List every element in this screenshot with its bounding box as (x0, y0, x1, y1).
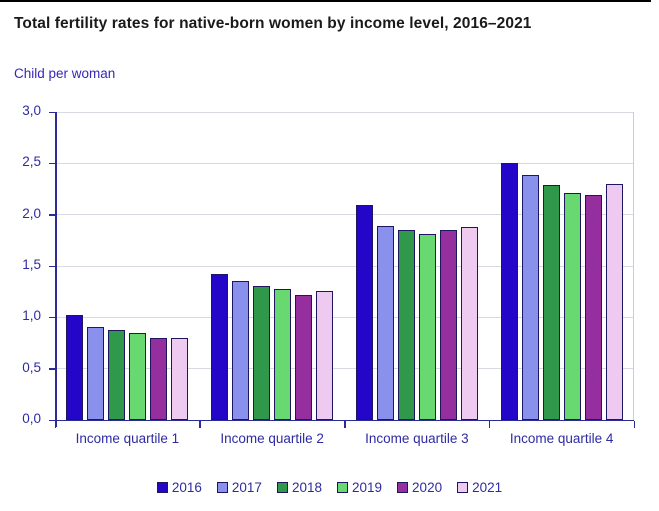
bar-2020-quartile-2 (295, 294, 313, 420)
y-axis-line (55, 112, 57, 427)
legend-swatch-2016 (156, 482, 168, 493)
x-category-label: Income quartile 1 (75, 431, 180, 446)
bar-2021-quartile-4 (605, 183, 623, 420)
legend-swatch-2018 (276, 482, 288, 493)
x-tick-mark (54, 421, 56, 428)
gridline-y-3,0 (55, 111, 633, 113)
x-category-label: Income quartile 4 (509, 431, 614, 446)
legend-swatch-2020 (397, 482, 409, 493)
chart-title: Total fertility rates for native-born wo… (14, 15, 532, 32)
bar-2017-quartile-2 (232, 281, 250, 420)
legend: 2016 2017 2018 2019 2020 2021 (0, 480, 659, 495)
y-tick-mark (49, 265, 55, 267)
y-tick-label: 0,5 (22, 359, 41, 375)
y-tick-label: 2,5 (22, 154, 41, 170)
gridline-y-1,0 (55, 316, 633, 318)
x-tick-mark (199, 421, 201, 428)
y-tick-label: 1,0 (22, 308, 41, 324)
bar-2020-quartile-1 (150, 337, 168, 420)
legend-swatch-2019 (337, 482, 348, 493)
plot-area (55, 111, 634, 420)
bar-2018-quartile-2 (253, 285, 271, 420)
bar-2019-quartile-1 (129, 332, 147, 420)
legend-swatch-2021 (457, 482, 469, 493)
bar-2021-quartile-3 (460, 227, 478, 420)
legend-item-2017: 2017 (216, 480, 262, 495)
y-tick-label: 1,5 (22, 257, 41, 272)
legend-item-2020: 2020 (397, 480, 442, 495)
bar-2021-quartile-2 (316, 290, 334, 420)
bar-2021-quartile-1 (171, 337, 189, 420)
x-tick-mark (488, 421, 491, 428)
legend-label: 2018 (291, 480, 322, 495)
legend-item-2018: 2018 (276, 480, 322, 495)
legend-label: 2016 (171, 480, 202, 495)
bar-2016-quartile-4 (500, 163, 518, 420)
gridline-y-0,5 (55, 368, 633, 370)
bar-2018-quartile-3 (397, 230, 415, 420)
y-tick-mark (49, 419, 55, 421)
x-tick-mark (344, 421, 346, 428)
y-tick-mark (49, 162, 55, 165)
bar-2017-quartile-3 (376, 225, 394, 420)
legend-item-2021: 2021 (457, 480, 502, 495)
y-tick-label: 3,0 (22, 103, 41, 118)
bar-2019-quartile-3 (418, 234, 436, 420)
y-tick-mark (49, 111, 55, 113)
legend-label: 2017 (231, 480, 262, 495)
bar-2019-quartile-4 (563, 193, 581, 420)
bar-2020-quartile-4 (584, 195, 602, 420)
legend-item-2016: 2016 (156, 480, 202, 495)
y-tick-label: 0,0 (22, 411, 41, 426)
bar-2019-quartile-2 (274, 288, 292, 420)
gridline-y-2,5 (55, 162, 633, 164)
bar-2018-quartile-1 (108, 329, 126, 420)
x-axis-line (55, 419, 634, 421)
gridline-y-1,5 (55, 265, 633, 267)
bar-2017-quartile-4 (521, 174, 539, 420)
legend-swatch-2017 (216, 482, 228, 493)
x-tick-mark (633, 421, 635, 428)
bar-2020-quartile-3 (439, 230, 457, 420)
bar-2018-quartile-4 (542, 184, 560, 420)
y-axis-unit-label: Child per woman (14, 66, 116, 81)
y-tick-mark (49, 368, 55, 370)
top-border-rule (0, 0, 651, 2)
gridline-y-2,0 (55, 214, 633, 216)
bar-2016-quartile-2 (211, 274, 229, 420)
x-category-label: Income quartile 3 (365, 431, 469, 446)
legend-label: 2020 (412, 480, 443, 495)
bar-2016-quartile-1 (66, 315, 84, 420)
legend-label: 2021 (472, 480, 503, 495)
legend-item-2019: 2019 (337, 480, 382, 495)
bar-2017-quartile-1 (87, 326, 105, 420)
legend-label: 2019 (352, 480, 383, 495)
y-tick-mark (49, 214, 55, 216)
bar-2016-quartile-3 (355, 205, 373, 420)
y-tick-mark (49, 316, 55, 319)
y-tick-label: 2,0 (22, 205, 41, 221)
x-category-label: Income quartile 2 (220, 431, 324, 446)
